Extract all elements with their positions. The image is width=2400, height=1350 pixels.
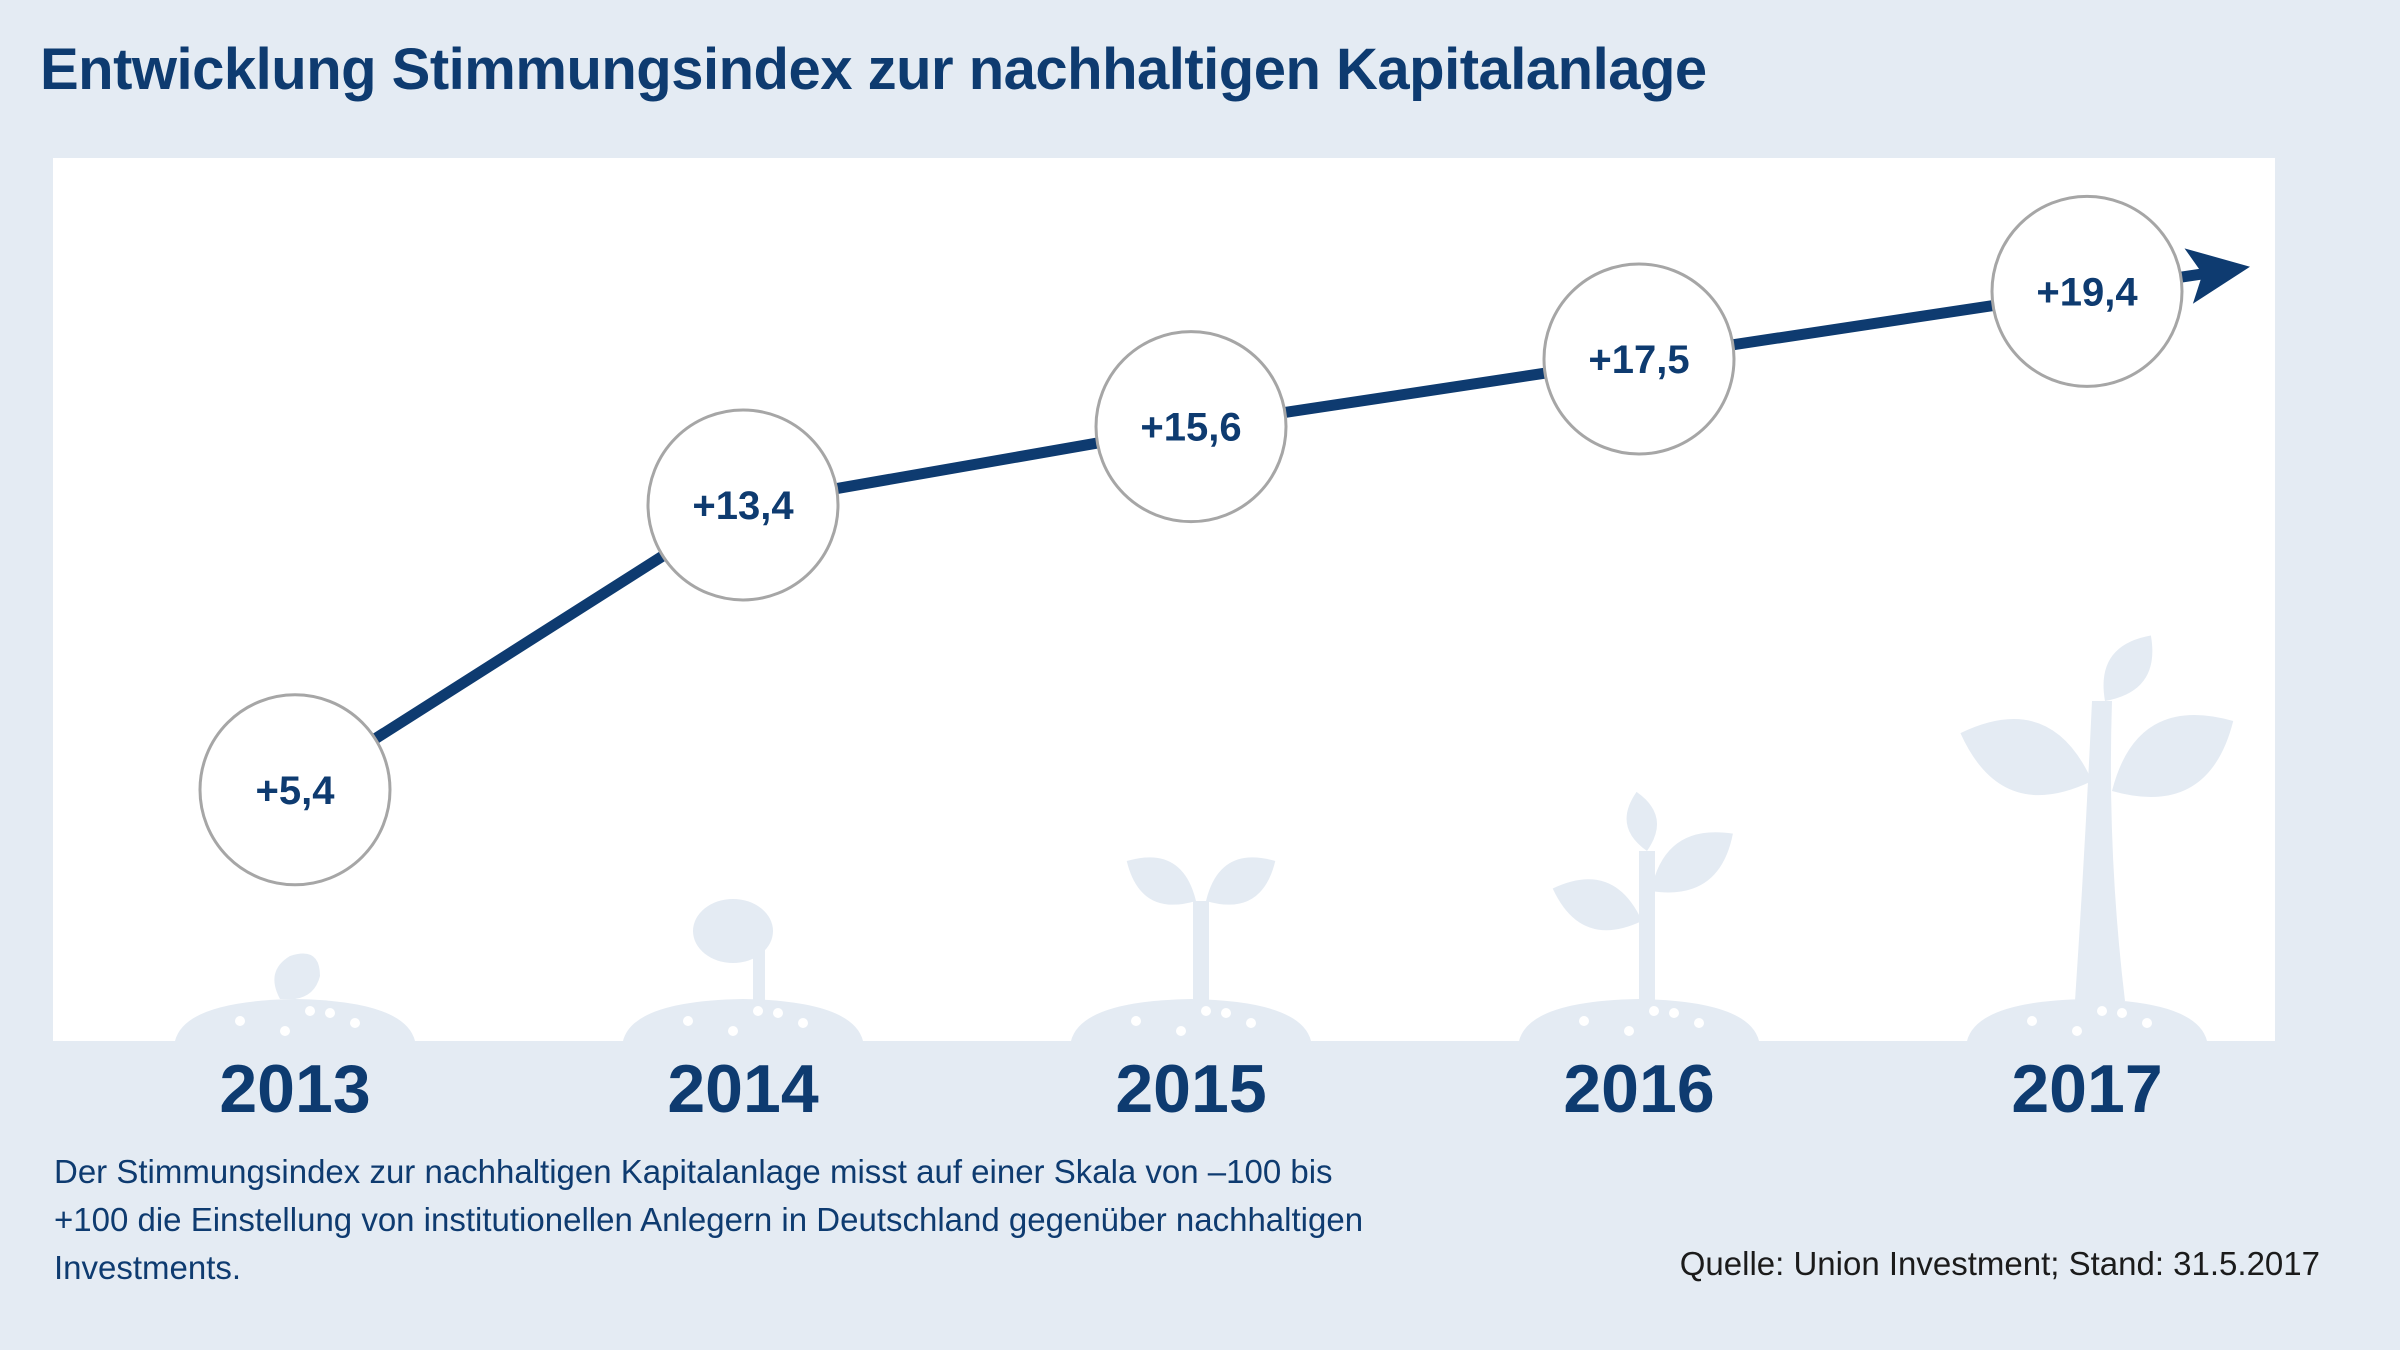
arrow-head-icon [2184, 248, 2250, 304]
seed-icon [175, 953, 415, 1041]
plants-layer [175, 635, 2234, 1041]
data-point-marker [1094, 330, 1288, 524]
data-point-marker [198, 693, 392, 887]
data-label: +17,5 [1588, 338, 1689, 382]
data-point-marker [1542, 262, 1736, 456]
markers-layer: +5,4 +13,4 +15,6 +17,5 +19,4 [198, 194, 2184, 887]
chart-panel [53, 158, 2275, 1041]
young-plant-icon [1519, 791, 1759, 1041]
plant-icon [1960, 635, 2234, 1041]
seedling-icon [1071, 857, 1311, 1041]
x-tick-label: 2013 [219, 1051, 370, 1127]
sprout-icon [623, 899, 863, 1041]
x-tick-label: 2014 [667, 1051, 818, 1127]
data-label: +15,6 [1140, 406, 1241, 450]
x-tick-label: 2016 [1563, 1051, 1714, 1127]
x-axis-labels: 2013 2014 2015 2016 2017 [219, 1051, 2162, 1127]
data-point-marker [646, 408, 840, 602]
source-note: Quelle: Union Investment; Stand: 31.5.20… [1679, 1245, 2320, 1282]
data-label: +5,4 [256, 769, 336, 813]
data-label: +13,4 [692, 484, 794, 528]
x-tick-label: 2015 [1115, 1051, 1266, 1127]
x-tick-label: 2017 [2011, 1051, 2162, 1127]
data-label: +19,4 [2036, 270, 2138, 314]
chart-description: Der Stimmungsindex zur nachhaltigen Kapi… [54, 1153, 1364, 1286]
data-point-marker [1990, 194, 2184, 388]
chart-title: Entwicklung Stimmungsindex zur nachhalti… [40, 37, 1707, 102]
